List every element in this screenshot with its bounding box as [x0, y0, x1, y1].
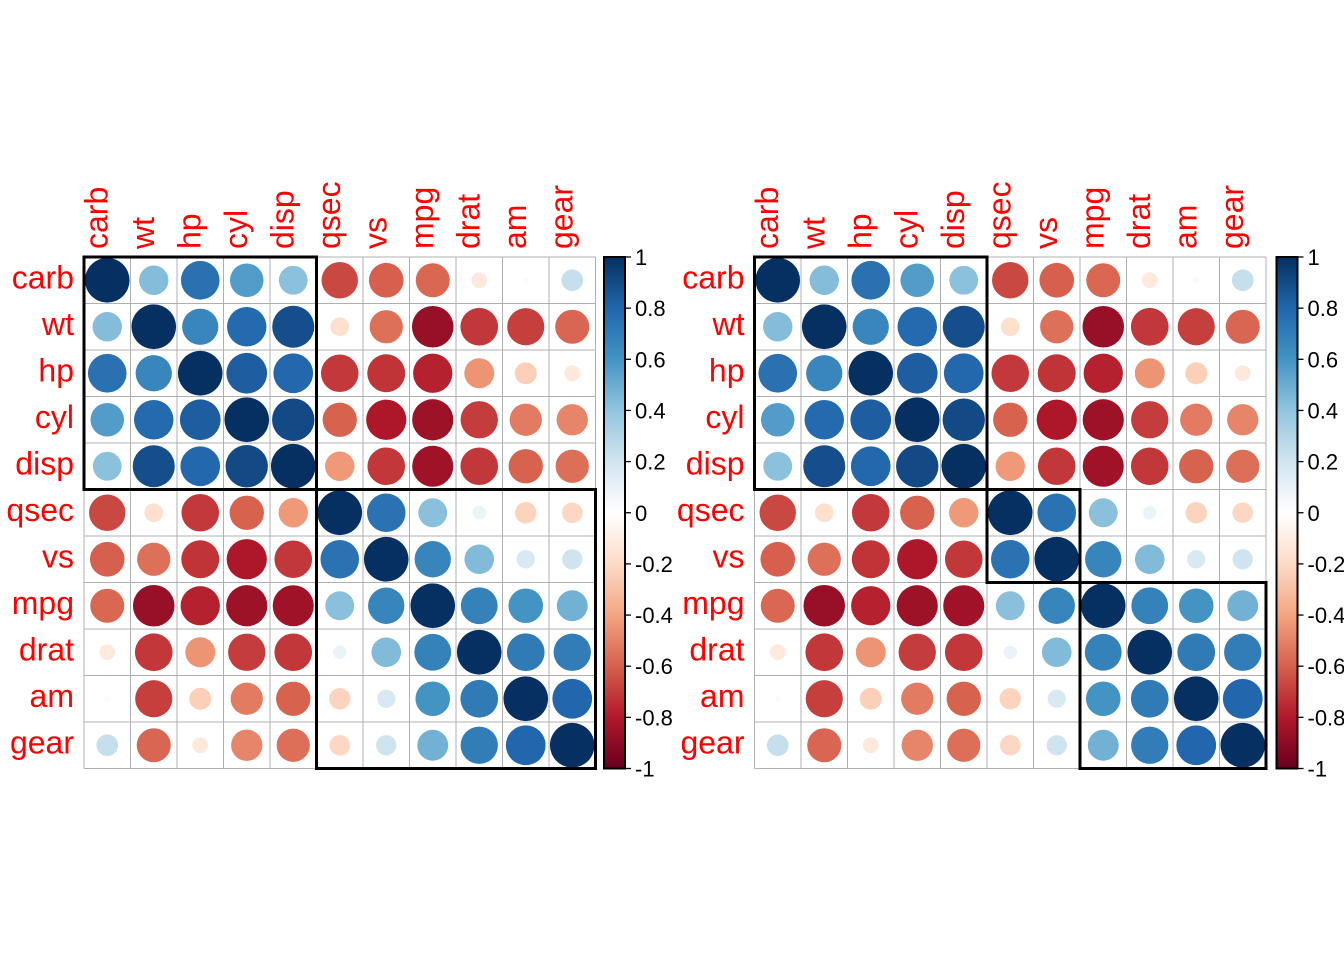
svg-text:vs: vs — [42, 539, 74, 575]
svg-text:-0.4: -0.4 — [1308, 603, 1344, 628]
svg-text:0.2: 0.2 — [635, 450, 666, 475]
svg-text:carb: carb — [749, 187, 785, 249]
svg-text:qsec: qsec — [6, 492, 74, 528]
svg-text:0.6: 0.6 — [635, 347, 666, 372]
svg-text:carb: carb — [682, 260, 744, 296]
svg-text:hp: hp — [38, 353, 74, 389]
svg-text:1: 1 — [635, 245, 647, 270]
svg-text:-1: -1 — [1308, 757, 1328, 782]
svg-text:disp: disp — [15, 446, 74, 482]
svg-text:drat: drat — [450, 194, 486, 249]
svg-text:gear: gear — [10, 725, 74, 761]
svg-text:vs: vs — [713, 539, 745, 575]
svg-text:gear: gear — [680, 725, 744, 761]
svg-text:0: 0 — [635, 501, 647, 526]
svg-text:0.8: 0.8 — [635, 296, 666, 321]
svg-text:disp: disp — [935, 190, 971, 249]
svg-text:carb: carb — [78, 187, 114, 249]
svg-text:cyl: cyl — [218, 210, 254, 249]
svg-text:0.4: 0.4 — [635, 398, 666, 423]
svg-text:cyl: cyl — [35, 399, 74, 435]
svg-text:am: am — [497, 205, 533, 249]
svg-text:vs: vs — [1028, 217, 1064, 249]
svg-text:qsec: qsec — [677, 492, 745, 528]
svg-text:-0.6: -0.6 — [1308, 654, 1344, 679]
svg-text:0.4: 0.4 — [1308, 398, 1339, 423]
svg-text:0.2: 0.2 — [1308, 450, 1339, 475]
svg-text:wt: wt — [41, 306, 74, 342]
svg-text:hp: hp — [842, 213, 878, 249]
svg-text:-0.6: -0.6 — [635, 654, 673, 679]
svg-text:am: am — [700, 678, 744, 714]
svg-text:wt: wt — [125, 217, 161, 250]
svg-text:disp: disp — [264, 190, 300, 249]
svg-text:-0.8: -0.8 — [635, 705, 673, 730]
svg-text:0: 0 — [1308, 501, 1320, 526]
svg-text:mpg: mpg — [682, 585, 744, 621]
svg-text:qsec: qsec — [311, 181, 347, 249]
svg-text:cyl: cyl — [705, 399, 744, 435]
svg-text:-1: -1 — [635, 757, 655, 782]
svg-text:hp: hp — [171, 213, 207, 249]
svg-text:-0.2: -0.2 — [1308, 552, 1344, 577]
svg-text:gear: gear — [1214, 185, 1250, 249]
svg-text:drat: drat — [1121, 194, 1157, 249]
svg-text:vs: vs — [357, 217, 393, 249]
svg-text:am: am — [30, 678, 74, 714]
svg-text:0.8: 0.8 — [1308, 296, 1339, 321]
svg-text:cyl: cyl — [888, 210, 924, 249]
svg-text:drat: drat — [19, 632, 74, 668]
svg-text:-0.4: -0.4 — [635, 603, 673, 628]
svg-text:-0.2: -0.2 — [635, 552, 673, 577]
svg-text:mpg: mpg — [12, 585, 74, 621]
svg-text:mpg: mpg — [1074, 187, 1110, 249]
svg-text:disp: disp — [686, 446, 745, 482]
svg-text:hp: hp — [709, 353, 745, 389]
svg-text:drat: drat — [689, 632, 744, 668]
svg-text:qsec: qsec — [981, 181, 1017, 249]
svg-text:am: am — [1167, 205, 1203, 249]
svg-text:gear: gear — [543, 185, 579, 249]
svg-text:wt: wt — [795, 217, 831, 250]
svg-text:0.6: 0.6 — [1308, 347, 1339, 372]
svg-text:mpg: mpg — [404, 187, 440, 249]
svg-text:-0.8: -0.8 — [1308, 705, 1344, 730]
svg-text:1: 1 — [1308, 245, 1320, 270]
svg-text:carb: carb — [12, 260, 74, 296]
svg-text:wt: wt — [712, 306, 745, 342]
